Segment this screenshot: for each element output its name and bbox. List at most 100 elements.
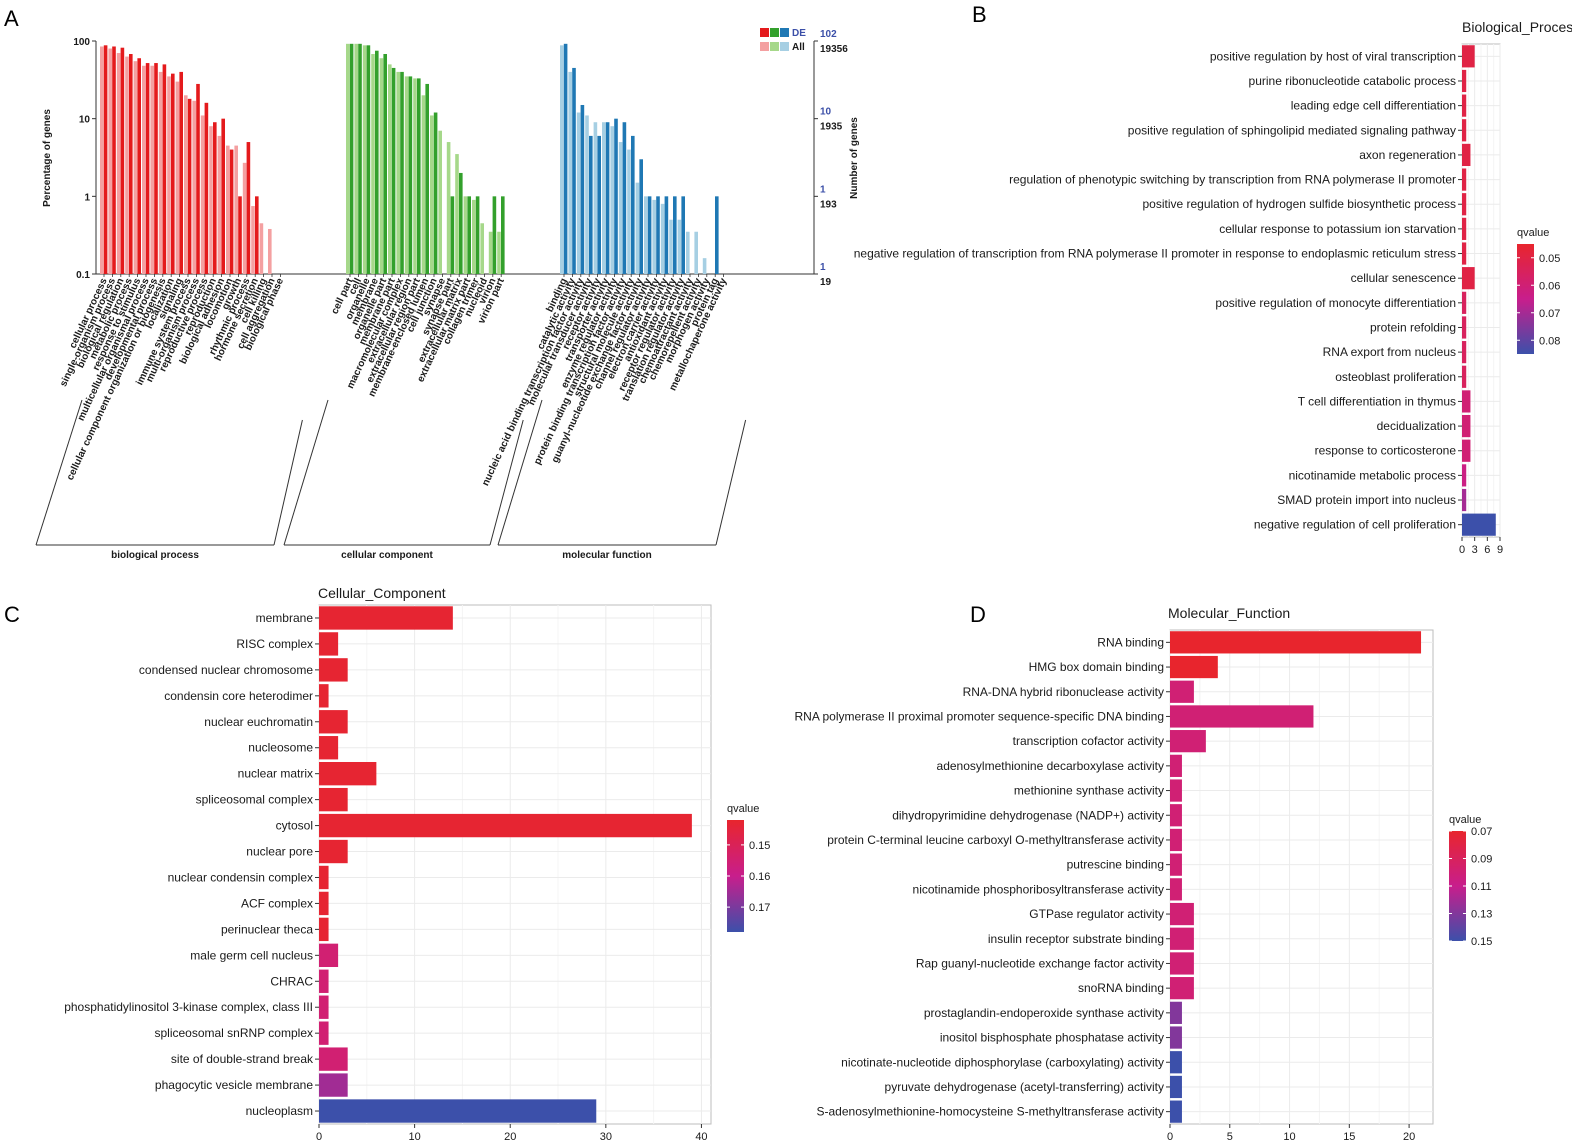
category-label: pyruvate dehydrogenase (acetyl-transferr… — [885, 1080, 1164, 1094]
bar-de — [137, 58, 141, 274]
x-tick-label: 20 — [1403, 1131, 1415, 1143]
bar-all — [251, 206, 255, 274]
bar-de — [417, 78, 421, 274]
bar — [319, 710, 348, 734]
legend-tick-label: 0.08 — [1539, 335, 1560, 347]
bar — [1170, 779, 1182, 802]
bar — [319, 658, 348, 682]
category-label: osteoblast proliferation — [1335, 370, 1456, 384]
bar-de — [425, 83, 429, 274]
bar-all — [610, 126, 614, 274]
bar-all — [184, 95, 188, 274]
bar-all — [167, 76, 171, 275]
bar — [1462, 267, 1475, 290]
legend-tick-label: 0.15 — [749, 840, 770, 852]
category-label: nuclear euchromatin — [204, 715, 313, 729]
bar-de — [204, 102, 209, 274]
bar — [1170, 1075, 1182, 1099]
bar — [1462, 45, 1475, 68]
bar-all — [234, 145, 238, 274]
bar-all — [576, 112, 581, 274]
bar — [1170, 754, 1182, 777]
bar-all — [568, 71, 572, 274]
bar — [1462, 168, 1467, 191]
bar-all — [438, 130, 442, 274]
bar-all — [618, 142, 623, 274]
bar — [1462, 464, 1467, 487]
legend-tick-label: 0.09 — [1471, 854, 1492, 866]
bar-all — [175, 81, 180, 274]
category-label: S-adenosylmethionine-homocysteine S-meth… — [817, 1105, 1165, 1119]
qvalue-legend: qvalue 0.05 0.06 0.07 0.08 — [1517, 227, 1560, 354]
y-tick-label: 0.1 — [76, 270, 90, 281]
bar-de — [715, 196, 719, 274]
bar-all — [627, 149, 631, 274]
go-group: cell partcellorganellemembraneorganelle … — [283, 43, 524, 561]
molecular-function-chart: Molecular_Function 0 5 10 15 20 RNA binding HMG… — [795, 605, 1493, 1143]
y-tick-label: 100 — [73, 37, 90, 48]
bar-de — [162, 64, 167, 274]
bar-all — [217, 135, 222, 274]
bar — [319, 943, 339, 968]
x-tick-label: 0 — [316, 1131, 322, 1143]
bar — [1170, 878, 1182, 901]
bar — [319, 684, 329, 708]
bar-all — [463, 196, 468, 274]
category-label: RNA binding — [1097, 635, 1164, 649]
bar — [1462, 94, 1467, 117]
bar-de — [475, 196, 480, 274]
group-bracket-right — [273, 419, 303, 546]
category-label: Rap guanyl-nucleotide exchange factor ac… — [916, 956, 1164, 970]
bar-de — [467, 196, 471, 274]
bar — [319, 787, 348, 812]
legend-tick-label: 0.13 — [1471, 909, 1492, 921]
x-tick-label: 10 — [408, 1131, 420, 1143]
bar-de — [572, 67, 576, 274]
category-label: HMG box domain binding — [1029, 660, 1164, 674]
category-label: axon regeneration — [1359, 148, 1456, 162]
bar-all — [686, 231, 690, 274]
category-label: spliceosomal snRNP complex — [154, 1026, 313, 1040]
bar-all — [125, 56, 129, 274]
y-tick-label: 10 — [79, 115, 91, 126]
category-label: response to corticosterone — [1315, 444, 1457, 458]
bar-all — [362, 45, 367, 274]
category-label: leading edge cell differentiation — [1291, 99, 1456, 113]
x-tick-label: 10 — [1283, 1131, 1295, 1143]
category-label: nuclear matrix — [238, 767, 313, 781]
bar-de — [501, 196, 505, 274]
go-classification-chart: 0.1 1 10 100 Percentage of genes 1 19 1 193 10 193… — [35, 28, 860, 561]
category-label: purine ribonucleotide catabolic process — [1249, 74, 1456, 88]
legend-swatch-de — [770, 28, 779, 37]
bar-de — [349, 43, 354, 275]
legend-colorbar — [1449, 831, 1466, 941]
group-bracket-left — [283, 399, 329, 546]
y2-all-tick-label: 1935 — [820, 122, 843, 133]
category-label: RNA-DNA hybrid ribonuclease activity — [963, 685, 1164, 699]
category-label: positive regulation of sphingolipid medi… — [1128, 123, 1456, 137]
panel-label-b: B — [972, 2, 987, 27]
bar — [1170, 631, 1422, 654]
bar-all — [660, 203, 665, 274]
bar-de — [179, 71, 183, 274]
category-label: nicotinate-nucleotide diphosphorylase (c… — [841, 1055, 1164, 1069]
de-all-legend: DE All — [760, 28, 806, 53]
bar — [1170, 952, 1194, 975]
qvalue-legend: qvalue 0.15 0.16 0.17 — [727, 803, 770, 932]
x-tick-label: 6 — [1484, 544, 1490, 556]
bar-all — [472, 199, 476, 274]
bar-all — [702, 258, 707, 274]
bar — [319, 865, 329, 890]
bar-all — [142, 65, 146, 274]
bar-de — [375, 50, 379, 274]
bar-all — [421, 95, 426, 274]
category-label: nuclear condensin complex — [168, 870, 313, 884]
bar — [1170, 1026, 1182, 1049]
x-tick-label: 9 — [1497, 544, 1503, 556]
bar-all — [488, 231, 493, 274]
bar-de — [433, 112, 438, 274]
bar-all — [644, 196, 648, 274]
y2-de-tick-label: 1 — [820, 184, 826, 195]
y2-de-tick-label: 10 — [820, 107, 832, 118]
